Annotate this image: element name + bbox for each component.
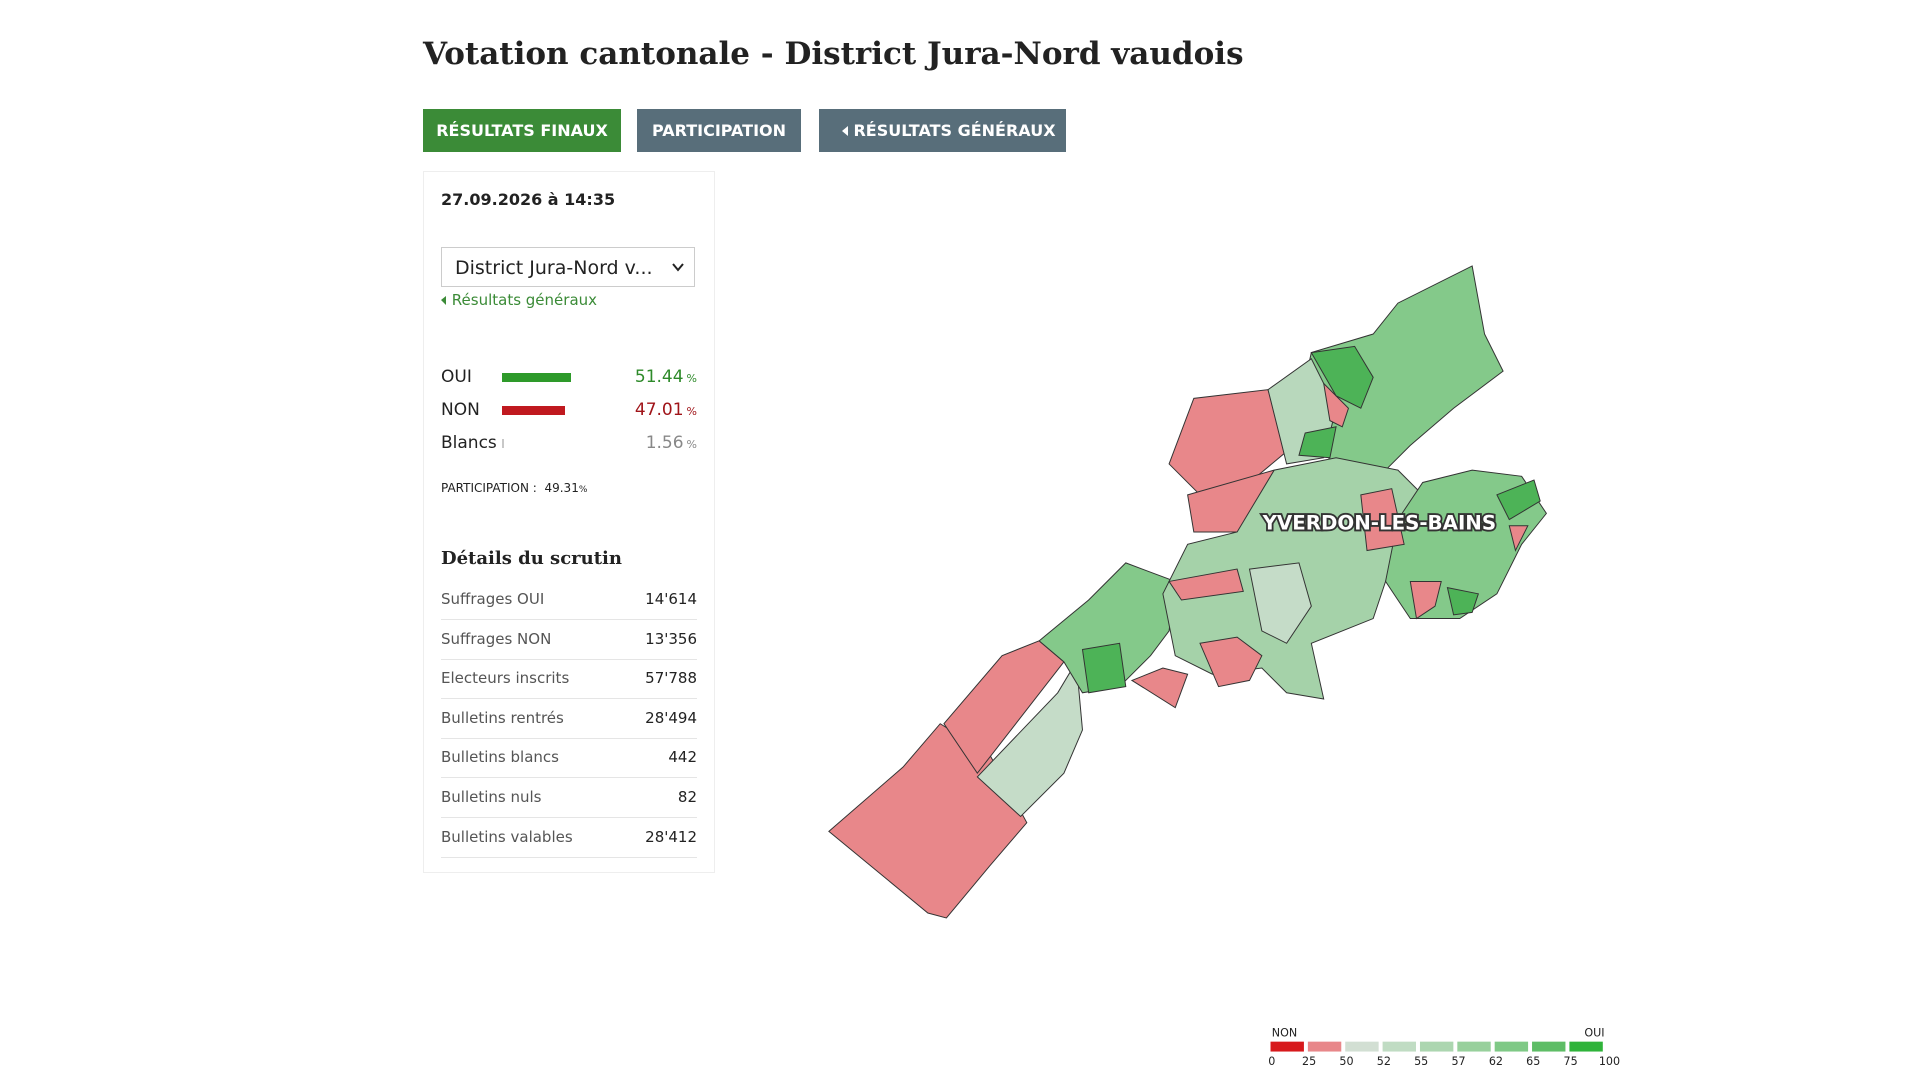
map-label: YVERDON-LES-BAINS: [1262, 511, 1497, 534]
detail-value: 57'788: [645, 669, 697, 688]
legend-tick: 25: [1302, 1055, 1316, 1068]
legend-tick: 57: [1451, 1055, 1465, 1068]
details-title: Détails du scrutin: [441, 548, 622, 569]
result-row: NON 47.01%: [441, 398, 697, 422]
back-icon: [842, 126, 849, 136]
participation-unit: %: [578, 485, 588, 495]
legend-swatch: [1382, 1041, 1416, 1052]
result-label: Blancs: [441, 433, 497, 453]
tab-general[interactable]: RÉSULTATS GÉNÉRAUX: [819, 109, 1066, 152]
legend-tick: 0: [1268, 1055, 1275, 1068]
result-label: OUI: [441, 367, 472, 387]
tab-general-label: RÉSULTATS GÉNÉRAUX: [853, 121, 1056, 140]
legend-swatch: [1457, 1041, 1491, 1052]
legend-tick: 75: [1564, 1055, 1578, 1068]
legend-tick: 100: [1599, 1055, 1620, 1068]
detail-row: Suffrages NON 13'356: [441, 620, 697, 660]
select-value: District Jura-Nord v...: [455, 257, 653, 279]
detail-row: Bulletins blancs 442: [441, 738, 697, 779]
detail-row: Suffrages OUI 14'614: [441, 580, 697, 620]
legend-tick: 65: [1526, 1055, 1540, 1068]
result-number: 1.56: [645, 433, 684, 453]
legend-tick: 52: [1377, 1055, 1391, 1068]
result-value: 47.01%: [635, 398, 697, 424]
legend: NON OUI 0 25 50 52 55 57 62 65 75 100: [1268, 1027, 1620, 1068]
participation-value: 49.31: [544, 481, 579, 495]
legend-tick: 50: [1339, 1055, 1353, 1068]
district-select[interactable]: District Jura-Nord v...: [441, 247, 695, 287]
map-regions: [828, 265, 1548, 919]
legend-tick: 62: [1489, 1055, 1503, 1068]
legend-swatch: [1270, 1041, 1304, 1052]
page-title: Votation cantonale - District Jura-Nord …: [423, 36, 1244, 72]
detail-label: Bulletins blancs: [441, 748, 559, 767]
legend-non: NON: [1272, 1027, 1297, 1040]
side-panel: 27.09.2026 à 14:35 District Jura-Nord v.…: [423, 171, 715, 873]
legend-swatch: [1345, 1041, 1379, 1052]
result-number: 51.44: [634, 367, 684, 387]
result-number: 47.01: [634, 400, 684, 420]
legend-swatch: [1307, 1041, 1342, 1052]
result-unit: %: [686, 405, 697, 418]
general-link[interactable]: Résultats généraux: [441, 291, 597, 309]
result-row: OUI 51.44%: [441, 365, 697, 389]
detail-label: Suffrages OUI: [441, 590, 545, 608]
result-bar: [502, 373, 572, 382]
detail-row: Bulletins rentrés 28'494: [441, 699, 697, 739]
detail-value: 82: [677, 788, 697, 806]
tab-participation[interactable]: PARTICIPATION: [637, 109, 801, 152]
detail-value: 28'412: [645, 827, 697, 846]
detail-row: Bulletins valables 28'412: [441, 818, 697, 858]
result-unit: %: [686, 438, 697, 451]
participation-label: PARTICIPATION :: [441, 481, 537, 495]
participation: PARTICIPATION : 49.31%: [441, 481, 587, 495]
detail-label: Bulletins valables: [441, 827, 573, 846]
result-value: 51.44%: [635, 365, 697, 391]
legend-swatch: [1532, 1041, 1566, 1052]
result-bar: [502, 406, 566, 415]
result-row: Blancs 1.56%: [441, 431, 697, 455]
select-arrow: [672, 263, 684, 272]
link-icon: [441, 296, 446, 305]
general-link-label: Résultats généraux: [451, 291, 598, 309]
legend-swatch: [1494, 1041, 1529, 1052]
result-value: 1.56%: [646, 431, 697, 457]
legend-tick: 55: [1414, 1055, 1428, 1068]
detail-value: 14'614: [645, 590, 697, 608]
result-bar: [502, 439, 505, 448]
detail-value: 442: [668, 748, 697, 767]
detail-value: 28'494: [645, 708, 697, 727]
detail-row: Electeurs inscrits 57'788: [441, 659, 697, 700]
detail-label: Suffrages NON: [441, 629, 552, 648]
legend-oui: OUI: [1584, 1027, 1604, 1040]
tab-final[interactable]: RÉSULTATS FINAUX: [423, 109, 621, 152]
detail-value: 13'356: [645, 629, 697, 648]
legend-swatch: [1569, 1041, 1603, 1052]
detail-label: Bulletins rentrés: [441, 708, 564, 727]
result-label: NON: [441, 400, 480, 420]
detail-label: Bulletins nuls: [441, 788, 542, 806]
detail-row: Bulletins nuls 82: [441, 778, 697, 818]
detail-label: Electeurs inscrits: [441, 669, 570, 688]
date: 27.09.2026 à 14:35: [441, 190, 616, 209]
legend-swatch: [1419, 1041, 1454, 1052]
result-unit: %: [686, 372, 697, 385]
